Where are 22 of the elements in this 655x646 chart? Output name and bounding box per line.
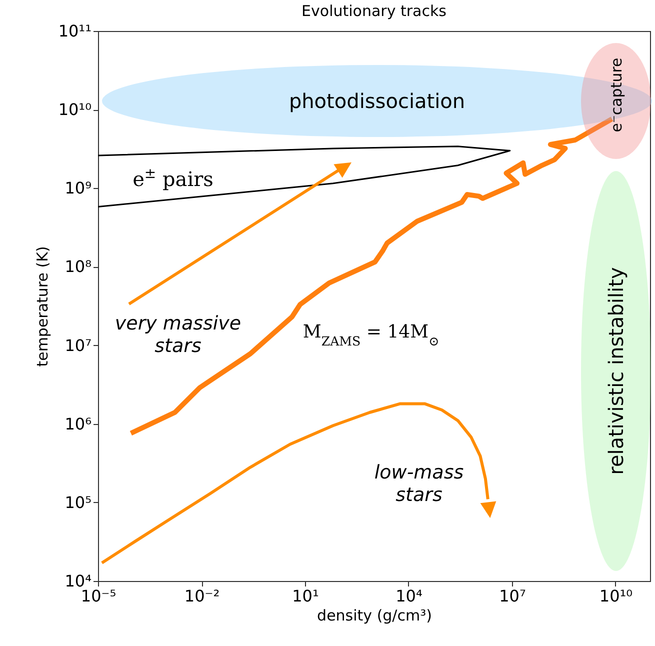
- chart-title: Evolutionary tracks: [302, 2, 447, 20]
- annotation: relativistic instability: [604, 267, 628, 475]
- annotation: M$_{ZAMS}$ = 14M$_{⊙}$: [302, 321, 440, 348]
- y-tick-label: 10⁹: [64, 178, 92, 198]
- x-tick-label: 10¹: [292, 586, 319, 606]
- x-tick-label: 10⁴: [396, 586, 422, 606]
- y-tick-label: 10⁶: [64, 414, 92, 434]
- annotation: photodissociation: [288, 89, 466, 113]
- x-tick-label: 10⁻²: [184, 586, 220, 606]
- x-tick-label: 10⁷: [499, 586, 526, 606]
- y-tick-label: 10¹¹: [58, 22, 92, 40]
- x-tick-label: 10¹⁰: [599, 586, 633, 606]
- annotation: low-mass stars: [374, 461, 464, 506]
- y-tick-label: 10⁵: [64, 492, 92, 512]
- x-axis-title: density (g/cm³): [317, 606, 432, 624]
- y-tick-label: 10⁷: [64, 336, 92, 355]
- y-tick-label: 10⁸: [64, 257, 92, 276]
- annotation: e$^{±}$ pairs: [132, 166, 214, 191]
- y-axis-title: temperature (K): [33, 246, 52, 367]
- annotation: very massive stars: [114, 312, 242, 358]
- y-tick-label: 10¹⁰: [58, 100, 92, 120]
- annotation: e⁻capture: [607, 58, 626, 132]
